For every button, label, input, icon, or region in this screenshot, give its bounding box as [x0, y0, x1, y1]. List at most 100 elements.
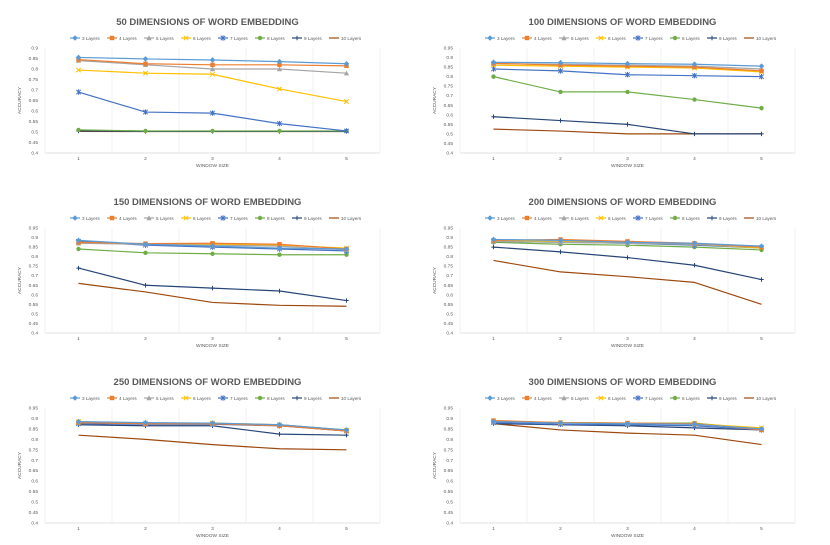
x-axis-title: WINDOW SIZE	[611, 343, 644, 349]
legend-item: 6 Layers	[596, 215, 626, 221]
chart-title: 300 DIMENSIONS OF WORD EMBEDDING	[529, 377, 717, 388]
legend-label: 3 Layers	[497, 36, 515, 41]
legend-label: 5 Layers	[156, 396, 174, 401]
x-tick-label: 1	[77, 526, 80, 532]
data-point-c4-s5-pleg	[257, 395, 263, 401]
data-point-c1-s4-p3	[691, 72, 698, 79]
data-point-c2-s0-p3	[276, 245, 283, 251]
x-tick-label: 2	[144, 526, 147, 532]
x-tick-label: 5	[760, 156, 763, 162]
data-point-c3-s0-p4	[758, 243, 765, 249]
data-point-c5-s0-p2	[624, 420, 631, 427]
x-tick-label: 3	[626, 526, 629, 532]
x-tick-label: 5	[760, 336, 763, 342]
data-point-c1-s0-pleg	[487, 35, 493, 41]
series-line	[78, 282, 347, 307]
legend-label: 6 Layers	[193, 216, 211, 221]
series-line	[493, 128, 762, 135]
legend-item: 8 Layers	[255, 215, 285, 221]
data-point-c3-s2-pleg	[561, 215, 567, 221]
data-point-c1-s6-p2	[625, 122, 630, 127]
legend-label: 6 Layers	[193, 36, 211, 41]
data-point-c4-s2-pleg	[146, 395, 152, 401]
y-tick-label: 0.6	[31, 292, 38, 298]
data-point-c5-s1-pleg	[524, 395, 530, 401]
data-point-c0-s0-p0	[75, 54, 82, 61]
x-tick-label: 3	[211, 336, 214, 342]
legend-label: 5 Layers	[571, 216, 589, 221]
legend-item: 5 Layers	[559, 395, 589, 401]
y-tick-label: 0.55	[444, 122, 454, 128]
legend-item: 7 Layers	[218, 395, 248, 401]
legend-item: 9 Layers	[707, 35, 737, 41]
series-1	[75, 54, 350, 67]
data-point-c0-s1-pleg	[109, 35, 115, 41]
y-tick-label: 0.8	[31, 437, 38, 443]
x-tick-label: 4	[693, 526, 696, 532]
x-tick-label: 2	[559, 156, 562, 162]
data-point-c3-s6-p2	[625, 255, 630, 260]
y-tick-label: 0.7	[446, 273, 453, 279]
x-tick-label: 5	[345, 156, 348, 162]
legend-item: 6 Layers	[181, 215, 211, 221]
y-tick-label: 0.75	[444, 447, 454, 453]
x-tick-label: 2	[144, 156, 147, 162]
x-tick-label: 3	[211, 156, 214, 162]
legend: 3 Layers 4 Layers 5 Layers 6 Layers 7 Layers…	[485, 215, 777, 221]
x-tick-label: 4	[278, 156, 281, 162]
legend-item: 5 Layers	[559, 35, 589, 41]
legend-label: 10 Layers	[756, 396, 777, 401]
data-point-c1-s3-pleg	[598, 35, 604, 41]
y-tick-label: 0.6	[31, 479, 38, 485]
data-point-c3-s4-pleg	[635, 215, 641, 221]
y-tick-label: 0.9	[31, 416, 38, 422]
x-axis-title: WINDOW SIZE	[611, 163, 644, 169]
data-point-c0-s0-p2	[209, 57, 216, 63]
data-point-c1-s0-p1	[557, 59, 564, 66]
data-point-c1-s4-p0	[490, 66, 497, 72]
y-tick-label: 0.55	[29, 302, 39, 308]
data-point-c1-s4-p4	[758, 73, 765, 80]
y-tick-label: 0.9	[446, 55, 453, 61]
data-point-c1-s0-p0	[490, 59, 497, 66]
data-point-c2-s5-p4	[344, 252, 349, 257]
data-point-c0-s5-p0	[76, 127, 81, 133]
legend-item: 8 Layers	[670, 395, 700, 401]
data-point-c0-s0-pleg	[72, 35, 78, 41]
legend-label: 4 Layers	[119, 216, 137, 221]
data-point-c5-s6-pleg	[709, 395, 715, 401]
series-line	[493, 423, 762, 446]
y-tick-label: 0.5	[446, 311, 453, 317]
x-axis-title: WINDOW SIZE	[196, 533, 229, 539]
y-tick-label: 0.8	[446, 254, 453, 260]
legend-item: 9 Layers	[707, 215, 737, 221]
data-point-c0-s4-p2	[209, 110, 216, 116]
legend-label: 4 Layers	[534, 36, 552, 41]
y-tick-label: 0.65	[29, 468, 39, 474]
legend-label: 9 Layers	[719, 216, 737, 221]
chart-panel-3: 150 DIMENSIONS OF WORD EMBEDDING 3 Layers…	[17, 197, 381, 349]
x-tick-label: 1	[77, 156, 80, 162]
data-point-c3-s0-p2	[624, 239, 631, 246]
legend-label: 10 Layers	[756, 36, 777, 41]
data-point-c0-s1-p1	[143, 61, 148, 66]
data-point-c1-s6-pleg	[709, 35, 715, 41]
data-point-c0-s4-p3	[276, 120, 283, 127]
x-axis-title: WINDOW SIZE	[196, 163, 229, 169]
data-point-c4-s6-p4	[344, 432, 349, 438]
legend-item: 3 Layers	[70, 395, 100, 401]
data-point-c4-s4-pleg	[220, 395, 226, 401]
legend-item: 9 Layers	[707, 395, 737, 401]
data-point-c0-s4-p4	[343, 128, 350, 134]
data-point-c5-s4-pleg	[635, 395, 641, 401]
y-tick-label: 0.95	[444, 406, 454, 412]
data-point-c0-s2-p2	[209, 66, 216, 72]
legend-item: 10 Layers	[329, 396, 362, 401]
legend-item: 5 Layers	[144, 35, 174, 41]
y-tick-label: 0.5	[446, 500, 453, 506]
y-tick-label: 0.8	[446, 74, 453, 80]
legend-item: 10 Layers	[744, 216, 777, 221]
legend-label: 9 Layers	[304, 216, 322, 221]
x-tick-label: 1	[492, 156, 495, 162]
